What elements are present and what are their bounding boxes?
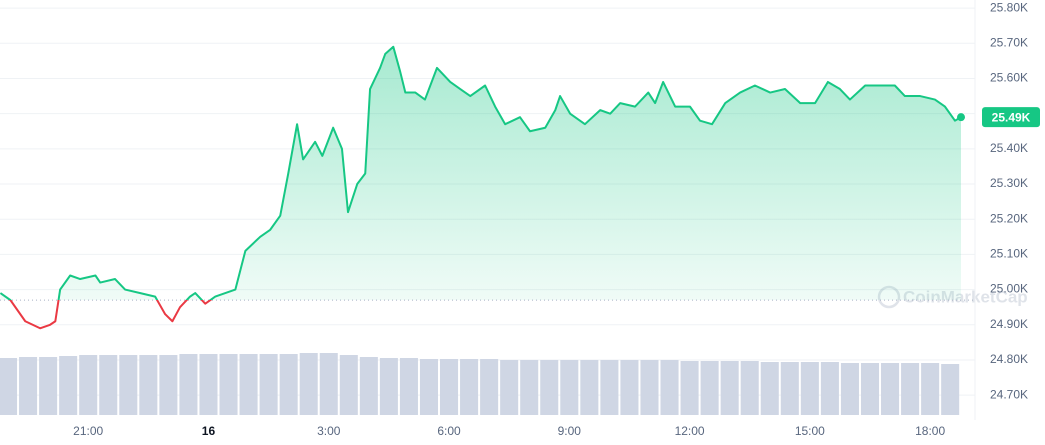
volume-bar: [820, 362, 839, 415]
volume-bar: [921, 363, 940, 415]
volume-bar: [500, 360, 519, 415]
volume-bar: [259, 354, 278, 415]
volume-bar: [901, 363, 920, 415]
volume-bar: [840, 363, 859, 415]
x-tick-label: 18:00: [915, 424, 945, 438]
volume-bar: [359, 357, 378, 415]
volume-bar: [0, 358, 18, 415]
volume-bar: [881, 363, 900, 415]
y-tick-label: 25.20K: [990, 211, 1028, 225]
x-tick-label: 6:00: [437, 424, 461, 438]
volume-bar: [59, 356, 78, 415]
volume-bar: [419, 359, 439, 415]
volume-bar: [239, 354, 258, 415]
y-tick-label: 24.80K: [990, 352, 1028, 366]
y-tick-label: 24.90K: [990, 317, 1028, 331]
volume-bar: [379, 358, 398, 415]
y-tick-label: 25.60K: [990, 71, 1028, 85]
volume-bar: [319, 353, 338, 415]
volume-bar: [680, 361, 699, 415]
volume-bar: [720, 361, 739, 415]
volume-bar: [740, 361, 759, 415]
volume-bar: [39, 357, 58, 415]
volume-bar: [99, 355, 118, 415]
volume-bar: [440, 359, 459, 415]
y-tick-label: 25.80K: [990, 0, 1028, 14]
volume-bar: [460, 359, 479, 415]
volume-bar: [199, 354, 218, 415]
volume-bar: [119, 355, 138, 415]
y-tick-label: 25.10K: [990, 247, 1028, 261]
last-price-dot: [957, 113, 965, 122]
volume-bar: [860, 363, 880, 415]
x-tick-label: 12:00: [675, 424, 705, 438]
x-tick-label: 15:00: [795, 424, 825, 438]
volume-bar: [540, 360, 559, 415]
volume-bar: [399, 358, 418, 415]
volume-bar: [760, 362, 779, 415]
volume-bar: [520, 360, 539, 415]
volume-bar: [79, 355, 98, 415]
volume-bar: [219, 354, 238, 415]
volume-bar: [800, 362, 819, 415]
y-tick-label: 25.40K: [990, 141, 1028, 155]
y-tick-label: 25.70K: [990, 35, 1028, 49]
volume-bar: [560, 360, 579, 415]
volume-bar: [660, 360, 679, 415]
volume-bar: [19, 357, 38, 415]
x-tick-label: 9:00: [558, 424, 582, 438]
y-tick-label: 24.70K: [990, 387, 1028, 401]
volume-bar: [780, 362, 799, 415]
volume-bar: [580, 360, 599, 415]
y-tick-label: 25.30K: [990, 176, 1028, 190]
volume-bar: [279, 354, 298, 415]
volume-bar: [299, 353, 318, 415]
x-tick-label: 16: [202, 424, 216, 438]
volume-bar: [620, 360, 639, 415]
volume-bar: [700, 361, 719, 415]
price-line: [0, 45, 962, 330]
price-tag-label: 25.49K: [992, 110, 1031, 124]
volume-bar: [480, 359, 499, 415]
x-tick-label: 3:00: [317, 424, 341, 438]
x-tick-label: 21:00: [73, 424, 103, 438]
volume-bar: [640, 360, 659, 415]
volume-bar: [600, 360, 619, 415]
volume-bar: [159, 355, 178, 415]
volume-bar: [179, 354, 198, 415]
volume-bar: [941, 364, 960, 415]
price-tag: [982, 107, 1040, 128]
volume-bar: [339, 355, 358, 415]
y-tick-label: 25.00K: [990, 282, 1028, 296]
volume-bar: [139, 355, 158, 415]
